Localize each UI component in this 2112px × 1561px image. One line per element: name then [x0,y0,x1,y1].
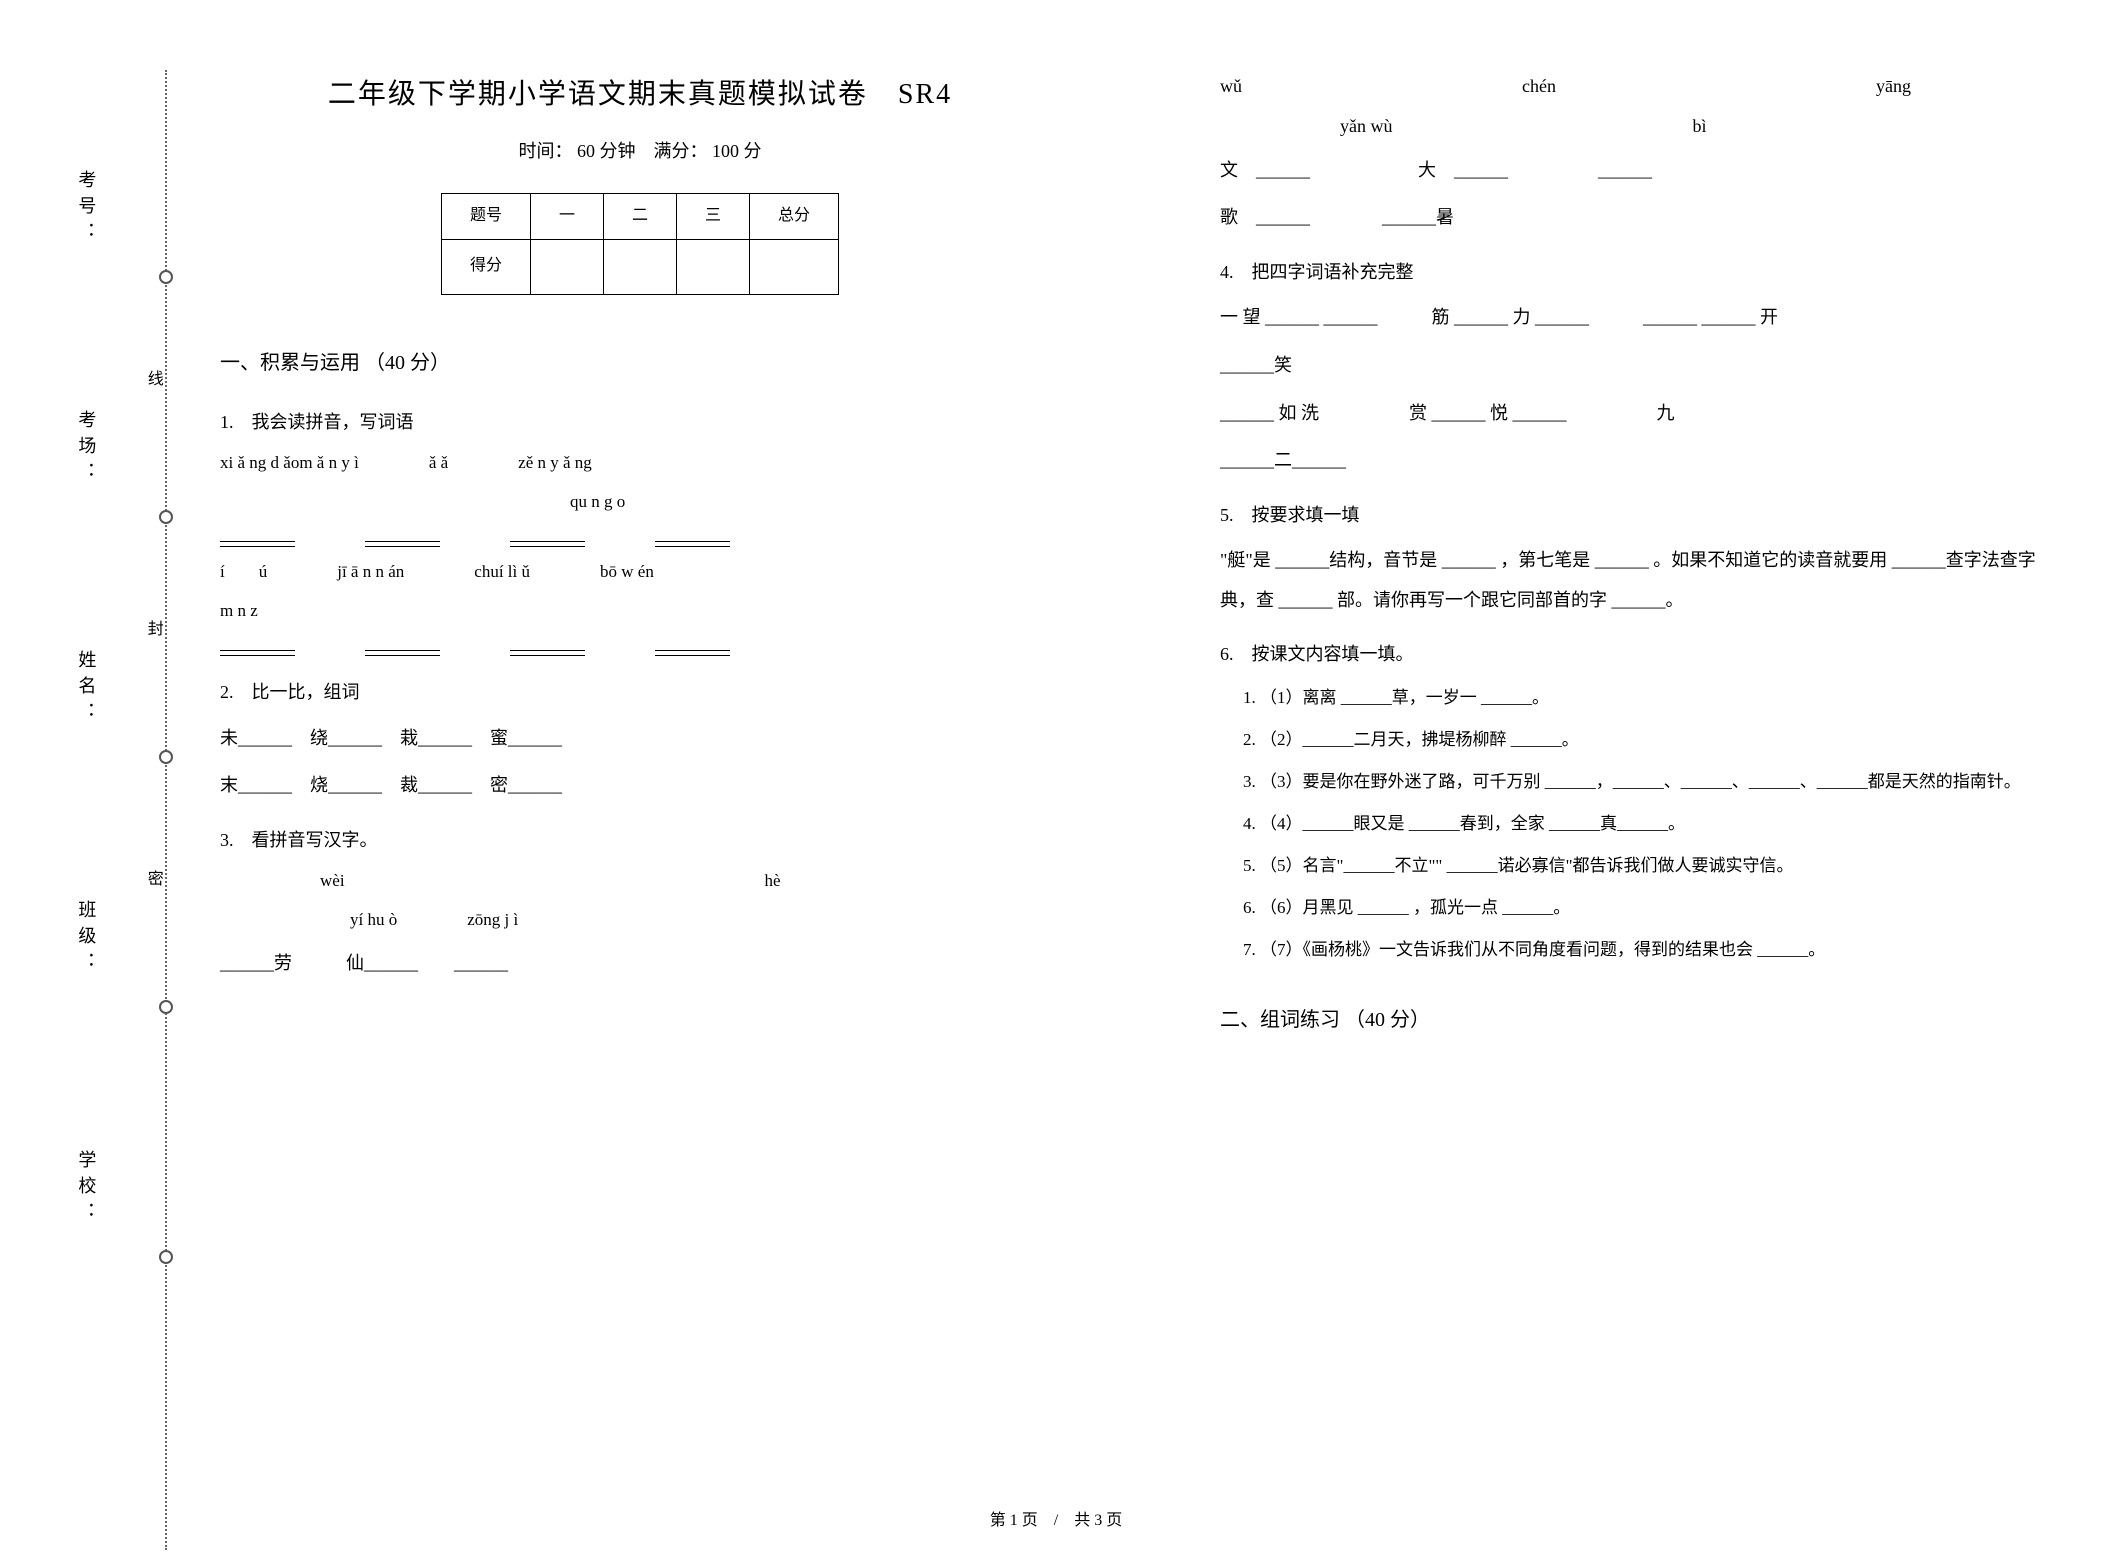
answer-blank [365,634,440,658]
pinyin-text: xi ǎ ng d ǎom ǎ n y ì [220,448,359,479]
pinyin-header-row: yǎn wù bì [1340,110,2060,142]
pinyin-row: m n z [220,596,1060,627]
pinyin-text: hè [765,866,781,897]
table-cell [750,239,839,294]
pinyin-row: qu n g o [570,487,1060,518]
pinyin-text: chuí lì ǔ [474,557,530,588]
answer-blank [655,634,730,658]
table-cell: 得分 [441,239,530,294]
answer-blank-row [220,525,1060,549]
sidebar-label-name: 姓名： [70,650,102,728]
sidebar-label-school: 学校： [70,1150,102,1228]
question-4-label: 4. 把四字词语补充完整 [1220,256,2060,288]
exam-subtitle: 时间： 60 分钟 满分： 100 分 [220,135,1060,167]
sidebar-label-class: 班级： [70,900,102,978]
question-3-label: 3. 看拼音写汉字。 [220,824,1060,856]
list-item: （1）离离 ______草，一岁一 ______。 [1260,681,2060,715]
table-cell: 总分 [750,193,839,239]
pinyin-row: yí hu ò zōng j ì [350,905,1060,936]
q4-line1b: ______笑 [1220,346,2060,386]
sidebar-label-room: 考场： [70,410,102,488]
pinyin-text: wèi [320,866,345,897]
table-cell: 一 [530,193,603,239]
answer-blank [510,525,585,549]
pinyin-text: jī ā n n án [337,557,404,588]
pinyin-text: chén [1522,70,1556,102]
question-2-label: 2. 比一比，组词 [220,676,1060,708]
dotted-fold-line [165,70,167,1550]
pinyin-text: í ú [220,557,267,588]
answer-blank [510,634,585,658]
pinyin-text: m n z [220,596,258,627]
pinyin-text: ǎ ǎ [429,448,448,479]
score-table: 题号 一 二 三 总分 得分 [441,193,839,295]
answer-blank-row [220,634,1060,658]
pinyin-text: yǎn wù [1340,110,1393,142]
q2-line1: 未______ 绕______ 栽______ 蜜______ [220,719,1060,759]
pinyin-text: bì [1693,110,1707,142]
binding-sidebar: 考号： 线 考场： 封 姓名： 密 班级： 学校： [50,40,170,1520]
q3-line: ______劳 仙______ ______ [220,944,1060,984]
pinyin-row: í ú jī ā n n án chuí lì ǔ bō w én [220,557,1060,588]
list-item: （6）月黑见 ______ ，孤光一点 ______。 [1260,891,2060,925]
list-item: （4）______眼又是 ______春到，全家 ______真______。 [1260,807,2060,841]
table-cell: 三 [677,193,750,239]
fold-dot [159,750,173,764]
section-2-head: 二、组词练习 （40 分） [1220,1002,2060,1038]
pinyin-text: wǔ [1220,70,1242,102]
left-column: 二年级下学期小学语文期末真题模拟试卷 SR4 时间： 60 分钟 满分： 100… [200,70,1080,1063]
table-cell [677,239,750,294]
answer-blank [365,525,440,549]
list-item: （5）名言"______不立"" ______诺必寡信"都告诉我们做人要诚实守信… [1260,849,2060,883]
q5-text: "艇"是 ______结构，音节是 ______ ，第七笔是 ______ 。如… [1220,541,2060,620]
pinyin-text: zě n y ǎ ng [518,448,592,479]
pinyin-header-row: wǔ chén yāng [1220,70,2060,102]
table-row: 题号 一 二 三 总分 [441,193,838,239]
page-footer: 第 1 页 / 共 3 页 [0,1507,2112,1536]
fold-marker-mi: 密 [138,870,167,892]
answer-blank [220,634,295,658]
table-cell: 二 [603,193,676,239]
fold-dot [159,510,173,524]
question-1-label: 1. 我会读拼音，写词语 [220,406,1060,438]
pinyin-text: qu n g o [570,487,625,518]
exam-title: 二年级下学期小学语文期末真题模拟试卷 SR4 [220,70,1060,120]
q4-line1: 一 望 ______ ______ 筋 ______ 力 ______ ____… [1220,298,2060,338]
table-cell: 题号 [441,193,530,239]
fold-marker-feng: 封 [138,620,167,642]
sidebar-label-examno: 考号： [70,170,102,248]
table-row: 得分 [441,239,838,294]
fold-dot [159,270,173,284]
section-1-head: 一、积累与运用 （40 分） [220,345,1060,381]
main-content: 二年级下学期小学语文期末真题模拟试卷 SR4 时间： 60 分钟 满分： 100… [200,70,2080,1063]
question-5-label: 5. 按要求填一填 [1220,499,2060,531]
list-item: （2）______二月天，拂堤杨柳醉 ______。 [1260,723,2060,757]
pinyin-text: bō w én [600,557,654,588]
table-cell [603,239,676,294]
answer-blank [220,525,295,549]
q6-list: （1）离离 ______草，一岁一 ______。 （2）______二月天，拂… [1260,681,2060,967]
pinyin-row: xi ǎ ng d ǎom ǎ n y ì ǎ ǎ zě n y ǎ ng [220,448,1060,479]
list-item: （3）要是你在野外迷了路，可千万别 ______，______、______、_… [1260,765,2060,799]
q4-line2b: ______二______ [1220,441,2060,481]
pinyin-row: wèi hè [320,866,1060,897]
pinyin-text: yí hu ò [350,905,397,936]
question-6-label: 6. 按课文内容填一填。 [1220,638,2060,670]
col2-line2: 歌 ______ ______暑 [1220,198,2060,238]
fold-dot [159,1000,173,1014]
answer-blank [655,525,730,549]
fold-marker-xian: 线 [138,370,167,392]
list-item: （7）《画杨桃》一文告诉我们从不同角度看问题，得到的结果也会 ______。 [1260,933,2060,967]
table-cell [530,239,603,294]
right-column: wǔ chén yāng yǎn wù bì 文 ______ 大 ______… [1200,70,2080,1063]
pinyin-text: zōng j ì [467,905,518,936]
col2-line1: 文 ______ 大 ______ ______ [1220,151,2060,191]
pinyin-text: yāng [1876,70,1911,102]
q2-line2: 末______ 烧______ 裁______ 密______ [220,766,1060,806]
fold-dot [159,1250,173,1264]
q4-line2: ______ 如 洗 赏 ______ 悦 ______ 九 [1220,394,2060,434]
